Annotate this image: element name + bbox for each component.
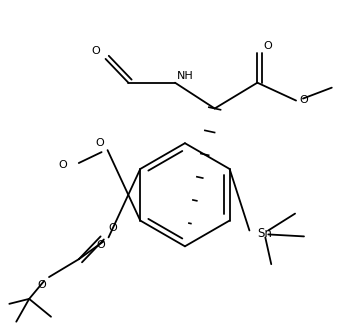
Text: O: O <box>92 46 101 56</box>
Text: O: O <box>97 240 106 250</box>
Text: Sn: Sn <box>257 227 272 240</box>
Text: O: O <box>58 160 67 170</box>
Text: O: O <box>299 95 308 105</box>
Text: O: O <box>96 138 104 148</box>
Text: NH: NH <box>177 71 194 81</box>
Text: O: O <box>37 280 46 290</box>
Text: O: O <box>263 41 272 51</box>
Text: O: O <box>108 223 117 233</box>
